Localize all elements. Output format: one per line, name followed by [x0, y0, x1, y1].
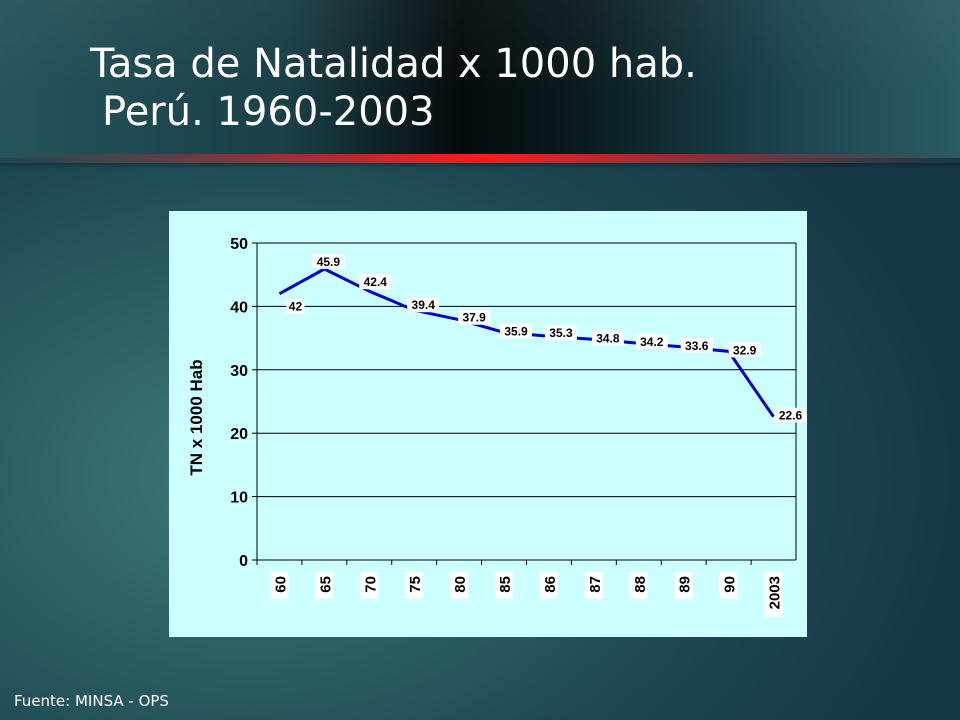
- y-tick-label: 0: [239, 553, 248, 570]
- data-label-box: [728, 342, 761, 358]
- slide-title: Tasa de Natalidad x 1000 hab. Perú. 1960…: [90, 40, 697, 136]
- x-tick-label-box: [315, 572, 334, 599]
- y-tick-label: 10: [230, 490, 248, 507]
- x-tick-label-box: [270, 572, 289, 599]
- data-label-box: [407, 297, 440, 313]
- y-tick-label: 20: [230, 426, 248, 443]
- data-label: 37.9: [462, 311, 486, 325]
- data-label: 34.2: [640, 335, 664, 349]
- x-tick-label-box: [629, 572, 648, 599]
- y-tick-label: 50: [230, 236, 248, 253]
- x-tick-label: 87: [587, 576, 604, 593]
- data-label-box: [591, 330, 624, 346]
- slide-header-shading: [0, 0, 960, 158]
- x-tick-label-box: [405, 572, 424, 599]
- x-tick-label: 75: [407, 576, 424, 593]
- data-label: 33.6: [685, 339, 709, 353]
- data-label-box: [544, 325, 577, 341]
- x-tick-label-box: [539, 572, 558, 599]
- data-label-box: [774, 407, 807, 423]
- data-label-box: [359, 274, 392, 290]
- x-tick-label-box: [495, 572, 514, 599]
- x-tick-label-box: [450, 572, 469, 599]
- x-tick-label: 70: [362, 576, 379, 593]
- data-label: 32.9: [733, 343, 757, 357]
- y-axis-title: TN x 1000 Hab: [187, 359, 206, 475]
- data-label: 42: [289, 300, 303, 314]
- data-label: 45.9: [317, 255, 341, 269]
- source-note: Fuente: MINSA - OPS: [14, 692, 169, 710]
- title-divider: [0, 154, 960, 163]
- x-tick-label: 80: [452, 576, 469, 593]
- data-label: 22.6: [779, 409, 803, 423]
- data-label-box: [680, 337, 713, 353]
- x-tick-label: 86: [542, 576, 559, 593]
- data-label: 34.8: [596, 331, 620, 345]
- x-tick-label: 60: [272, 576, 289, 593]
- x-tick-label: 85: [497, 576, 514, 593]
- x-tick-label-box: [584, 572, 603, 599]
- data-label-box: [286, 298, 305, 314]
- birth-rate-line-chart: 0 10 20 30 40 50 60 65 70 75 80 85 86 87 88 89 90 2003 TN …: [187, 236, 807, 617]
- x-tick-label: 89: [677, 576, 694, 593]
- data-label-box: [458, 309, 491, 325]
- x-tick-label-box: [360, 572, 379, 599]
- data-label-box: [312, 253, 345, 269]
- data-label: 39.4: [412, 298, 436, 312]
- y-tick-label: 40: [230, 299, 248, 316]
- x-tick-label-box: [764, 572, 783, 617]
- y-tick-label: 30: [230, 363, 248, 380]
- data-label: 35.3: [549, 326, 573, 340]
- x-tick-label: 65: [317, 576, 334, 593]
- x-tick-label: 90: [722, 576, 739, 593]
- slide-title-line2: Perú. 1960-2003: [102, 89, 435, 135]
- chart-panel: 0 10 20 30 40 50 60 65 70 75 80 85 86 87 88 89 90 2003 TN …: [169, 211, 807, 637]
- data-label: 42.4: [364, 275, 388, 289]
- x-tick-label-box: [719, 572, 738, 599]
- x-tick-label: 88: [632, 576, 649, 593]
- data-label: 35.9: [504, 324, 528, 338]
- slide-title-line1: Tasa de Natalidad x 1000 hab.: [90, 41, 697, 87]
- slide-header: [0, 0, 960, 158]
- x-tick-label-box: [674, 572, 693, 599]
- data-label-box: [500, 323, 533, 339]
- x-tick-label: 2003: [767, 576, 784, 609]
- data-label-box: [635, 334, 668, 350]
- title-divider-shadow: [0, 163, 960, 169]
